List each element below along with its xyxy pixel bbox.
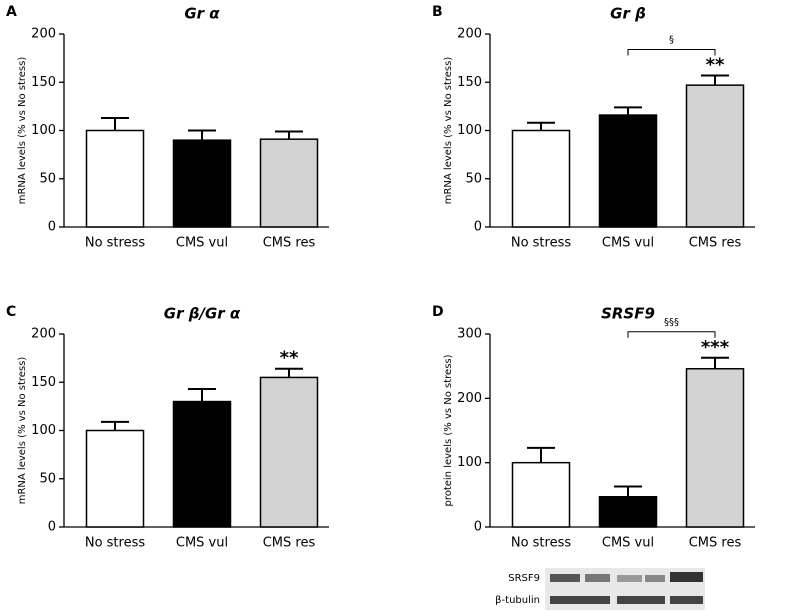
blot-label: SRSF9 [508, 573, 540, 584]
bracket-label: §§§ [664, 317, 679, 328]
bar [685, 367, 745, 528]
bar [511, 129, 571, 228]
y-tick-label: 100 [457, 123, 482, 138]
y-tick-label: 50 [39, 171, 56, 186]
x-tick-label: CMS vul [602, 536, 654, 551]
y-tick-label: 150 [31, 375, 56, 390]
x-tick-label: No stress [511, 536, 572, 551]
bar [85, 129, 145, 228]
significance-stars: *** [701, 337, 730, 358]
western-blot [545, 568, 705, 610]
bar [85, 429, 145, 528]
y-axis-label: protein levels (% vs No stress) [443, 354, 454, 506]
x-tick-label: CMS res [263, 536, 316, 551]
x-tick-label: CMS res [263, 236, 316, 251]
bar [172, 139, 232, 228]
y-tick-label: 200 [31, 327, 56, 342]
y-tick-label: 100 [31, 423, 56, 438]
y-tick-label: 0 [48, 220, 56, 235]
bar [259, 376, 319, 528]
panel-letter: A [6, 4, 17, 20]
blot-band [617, 596, 665, 604]
y-tick-label: 150 [31, 75, 56, 90]
blot-band [585, 574, 610, 582]
y-tick-label: 50 [39, 471, 56, 486]
y-tick-label: 300 [457, 327, 482, 342]
significance-stars: ** [706, 54, 725, 75]
y-tick-label: 0 [48, 520, 56, 535]
y-axis-label: mRNA levels (% vs No stress) [443, 57, 454, 205]
y-tick-label: 0 [474, 220, 482, 235]
chart-title: Gr β/Gr α [164, 305, 241, 323]
x-tick-label: CMS res [689, 236, 742, 251]
y-axis-label: mRNA levels (% vs No stress) [17, 357, 28, 505]
blot-band [550, 574, 580, 582]
x-tick-label: CMS vul [176, 536, 228, 551]
panel-letter: C [6, 304, 16, 320]
y-tick-label: 200 [457, 391, 482, 406]
bracket-label: § [669, 34, 674, 45]
bar [172, 400, 232, 528]
y-tick-label: 100 [457, 455, 482, 470]
blot-label: β-tubulin [495, 595, 540, 606]
bar [259, 138, 319, 228]
y-tick-label: 50 [465, 171, 482, 186]
bar [511, 461, 571, 528]
significance-stars: ** [280, 348, 299, 369]
significance-bracket [627, 48, 716, 56]
x-tick-label: No stress [85, 236, 146, 251]
x-tick-label: CMS vul [602, 236, 654, 251]
blot-band [670, 572, 703, 582]
significance-bracket [627, 331, 716, 338]
x-tick-label: CMS vul [176, 236, 228, 251]
y-tick-label: 150 [457, 75, 482, 90]
y-tick-label: 0 [474, 520, 482, 535]
chart-title: SRSF9 [601, 305, 655, 323]
blot-band [550, 596, 610, 604]
blot-band [670, 596, 703, 604]
panel-letter: B [432, 4, 443, 20]
blot-band [617, 575, 642, 582]
blot-band [645, 575, 665, 582]
y-axis-label: mRNA levels (% vs No stress) [17, 57, 28, 205]
panel-letter: D [432, 304, 444, 320]
chart-title: Gr β [610, 5, 646, 23]
x-tick-label: CMS res [689, 536, 742, 551]
x-tick-label: No stress [511, 236, 572, 251]
y-tick-label: 200 [31, 27, 56, 42]
y-tick-label: 200 [457, 27, 482, 42]
bar [598, 114, 658, 228]
y-tick-label: 100 [31, 123, 56, 138]
chart-title: Gr α [184, 5, 220, 23]
bar [685, 84, 745, 228]
x-tick-label: No stress [85, 536, 146, 551]
bar [598, 496, 658, 528]
